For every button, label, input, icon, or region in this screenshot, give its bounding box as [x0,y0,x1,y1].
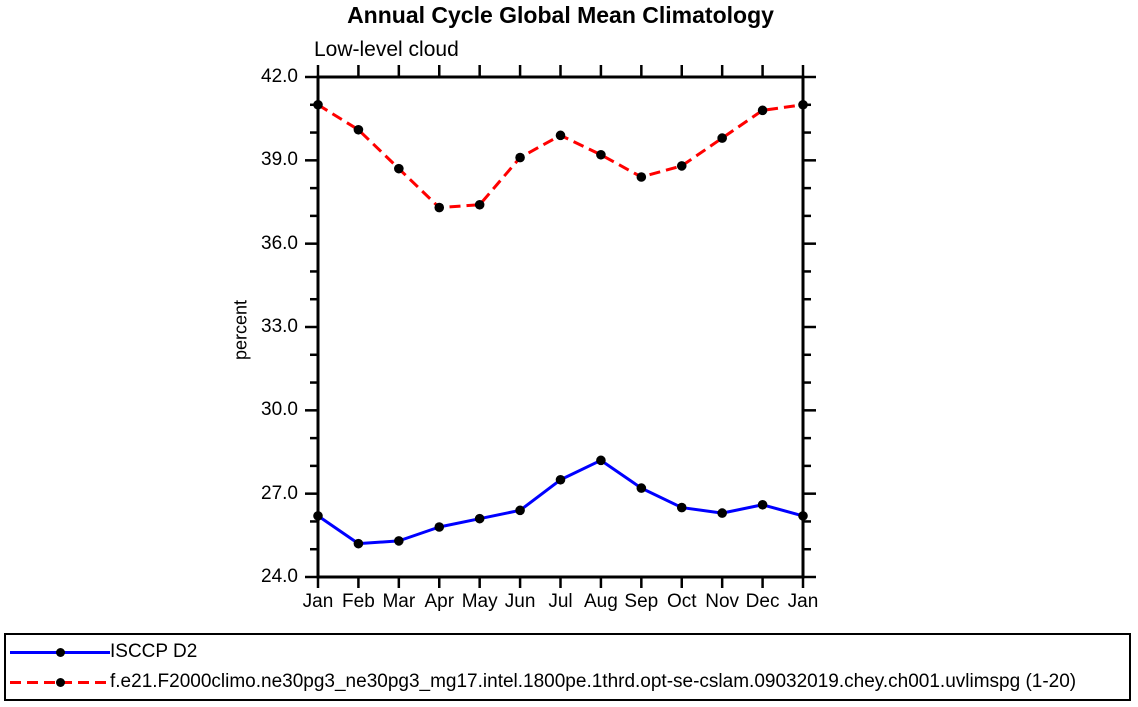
data-point-marker [313,511,323,521]
x-tick-label: Oct [666,591,697,612]
data-point-marker [636,172,647,182]
chart-title: Annual Cycle Global Mean Climatology [347,2,774,28]
legend-line-sample [10,637,110,667]
x-tick-label: Jun [504,591,536,612]
data-point-marker [757,105,768,116]
data-point-marker [474,199,485,210]
data-point-marker [596,455,606,466]
series-1 [313,99,808,213]
data-point-marker [555,130,566,141]
data-point-marker [717,133,727,143]
x-tick-label: Dec [745,591,780,612]
data-point-marker [313,99,323,110]
x-tick-label: May [461,591,498,612]
data-point-marker [676,502,687,513]
legend-line-sample [10,667,110,697]
plot-frame [316,75,805,579]
data-point-marker [394,163,404,174]
data-point-marker [717,508,727,518]
data-point-marker [596,149,606,160]
legend-label: f.e21.F2000climo.ne30pg3_ne30pg3_mg17.in… [110,671,1077,692]
data-point-marker [555,474,566,485]
y-tick-label: 36.0 [261,232,298,254]
data-point-marker [353,124,364,135]
y-axis-ticks [305,75,816,579]
legend-label: ISCCP D2 [110,641,198,662]
data-point-marker [676,161,687,171]
x-tick-label: Jan [302,591,334,612]
legend-item-model: f.e21.F2000climo.ne30pg3_ne30pg3_mg17.in… [10,667,1129,697]
data-point-marker [515,152,525,163]
x-tick-label: Sep [624,591,659,612]
data-point-marker [798,99,808,110]
data-point-marker [757,499,768,510]
series-line [317,103,804,210]
data-point-marker [353,538,364,549]
legend-item-isccp: ISCCP D2 [10,637,1129,667]
x-tick-label: Nov [705,591,740,612]
y-tick-label: 42.0 [261,66,298,87]
legend-marker-dot [55,677,65,687]
x-tick-label: Feb [342,591,375,612]
x-tick-label: Jul [548,591,573,612]
y-tick-label: 33.0 [261,316,298,337]
data-point-marker [798,511,808,521]
legend-box: ISCCP D2 f.e21.F2000climo.ne30pg3_ne30pg… [4,633,1131,701]
y-tick-label: 30.0 [261,399,298,421]
data-point-marker [636,483,647,493]
y-tick-label: 24.0 [261,566,298,587]
x-tick-label: Apr [424,591,455,612]
data-point-marker [434,202,445,213]
data-point-marker [515,505,525,516]
series-0 [313,455,808,549]
series-line [317,458,804,546]
chart-subtitle: Low-level cloud [314,38,459,61]
data-point-marker [394,536,404,546]
data-point-marker [434,522,445,532]
x-tick-label: Jan [787,591,819,612]
data-point-marker [474,513,485,524]
y-tick-label: 39.0 [261,149,298,171]
legend-marker-dot [55,647,65,657]
y-tick-label: 27.0 [261,482,298,504]
x-tick-label: Aug [584,591,618,612]
x-axis-ticks [316,65,805,588]
x-tick-label: Mar [382,591,416,612]
